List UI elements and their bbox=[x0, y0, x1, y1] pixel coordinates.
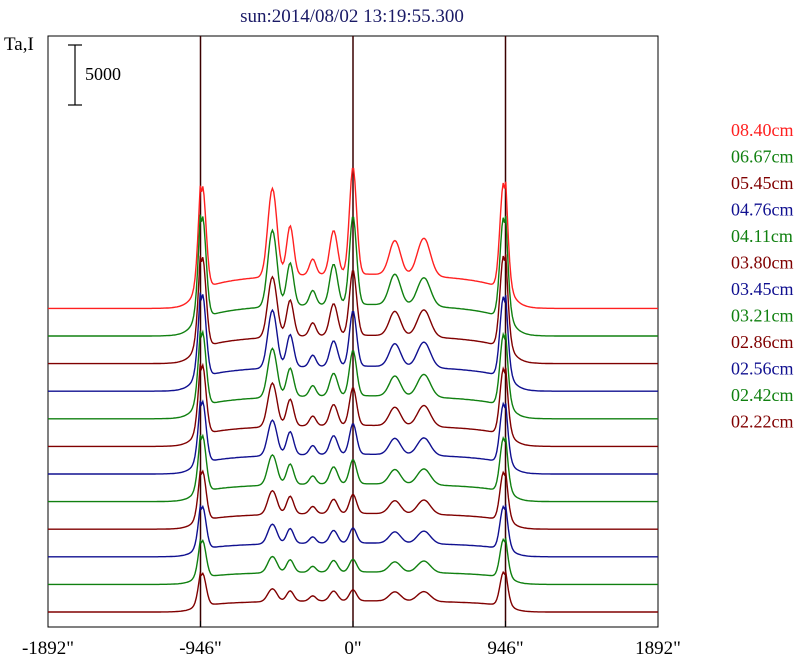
series-line-04.11cm bbox=[48, 329, 658, 420]
series-line-02.86cm bbox=[48, 469, 658, 530]
series-line-03.80cm bbox=[48, 362, 658, 448]
legend-entry-02.86cm: 02.86cm bbox=[731, 332, 794, 352]
series-line-03.21cm bbox=[48, 433, 658, 503]
chart-title: sun:2014/08/02 13:19:55.300 bbox=[240, 6, 464, 27]
scale-bar: 5000 bbox=[68, 44, 121, 106]
x-tick-label-2: 0" bbox=[344, 638, 361, 659]
legend-entry-05.45cm: 05.45cm bbox=[731, 173, 794, 193]
x-axis-ticks: -1892" -946" 0" 946" 1892" bbox=[22, 621, 681, 659]
series-line-02.56cm bbox=[48, 503, 658, 558]
series-line-08.40cm bbox=[48, 167, 658, 310]
series-line-06.67cm bbox=[48, 214, 658, 337]
legend-entry-03.80cm: 03.80cm bbox=[731, 253, 794, 273]
scale-bar-label: 5000 bbox=[85, 64, 121, 84]
legend-entry-04.76cm: 04.76cm bbox=[731, 200, 794, 220]
y-axis-label: Ta,I bbox=[4, 34, 34, 55]
legend-entry-03.21cm: 03.21cm bbox=[731, 306, 794, 326]
legend-entry-02.42cm: 02.42cm bbox=[731, 385, 794, 405]
x-tick-label-0: -1892" bbox=[22, 638, 74, 659]
legend-entry-02.22cm: 02.22cm bbox=[731, 412, 794, 432]
series-group bbox=[48, 167, 658, 613]
legend-entry-08.40cm: 08.40cm bbox=[731, 120, 794, 140]
x-tick-label-1: -946" bbox=[179, 638, 222, 659]
series-line-02.22cm bbox=[48, 570, 658, 613]
x-tick-label-3: 946" bbox=[487, 638, 523, 659]
legend: 08.40cm 06.67cm 05.45cm 04.76cm 04.11cm 03.80… bbox=[731, 120, 794, 432]
x-tick-label-4: 1892" bbox=[635, 638, 681, 659]
series-line-03.45cm bbox=[48, 399, 658, 475]
legend-entry-06.67cm: 06.67cm bbox=[731, 147, 794, 167]
series-line-02.42cm bbox=[48, 536, 658, 586]
series-line-05.45cm bbox=[48, 254, 658, 365]
legend-entry-02.56cm: 02.56cm bbox=[731, 359, 794, 379]
reference-lines bbox=[199, 36, 507, 627]
series-line-04.76cm bbox=[48, 292, 658, 392]
legend-entry-03.45cm: 03.45cm bbox=[731, 279, 794, 299]
legend-entry-04.11cm: 04.11cm bbox=[731, 226, 793, 246]
